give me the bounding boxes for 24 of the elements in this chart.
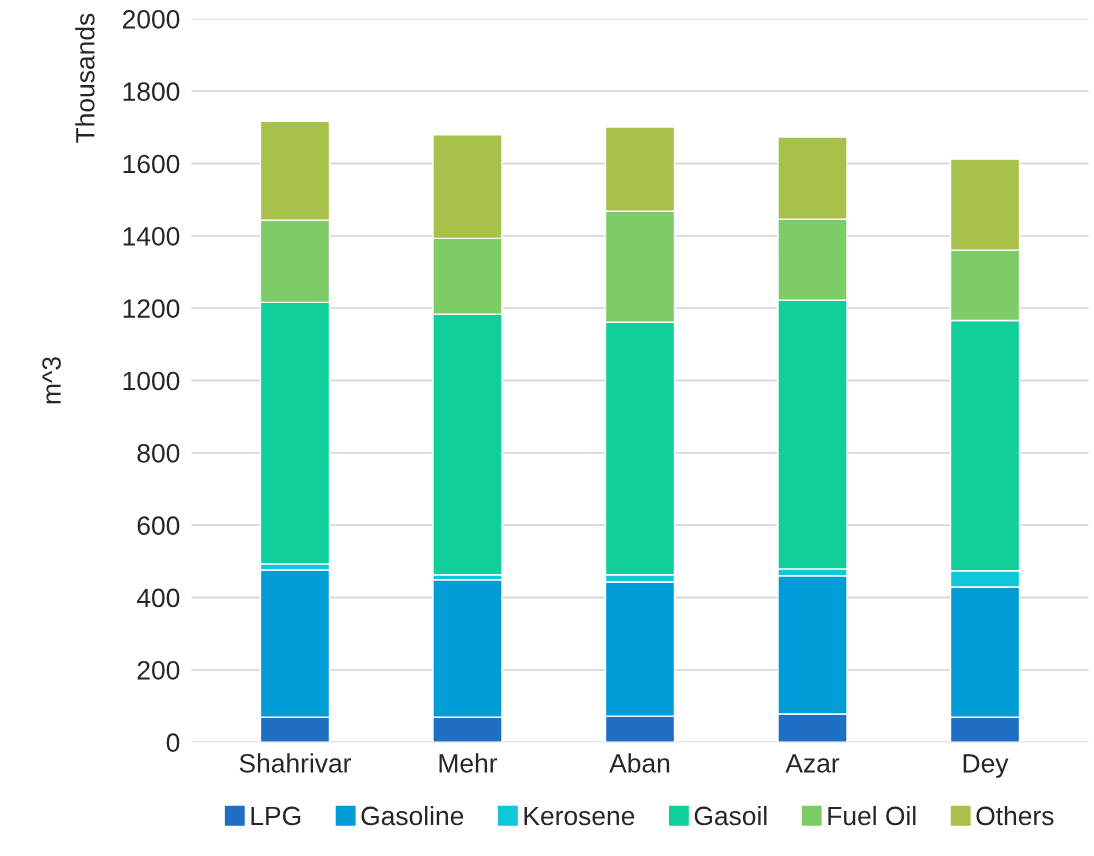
y-tick-label: 200: [137, 660, 180, 680]
x-tick-label: Azar: [785, 754, 840, 773]
y-tick-label: 600: [137, 516, 180, 535]
legend-label: Kerosene: [524, 806, 635, 826]
legend-label: Gasoil: [694, 805, 767, 826]
y-tick-label: 800: [137, 443, 180, 463]
x-tick-label: Shahrivar: [239, 753, 351, 773]
legend-label: Fuel Oil: [828, 805, 916, 826]
y-tick-label: 2000: [122, 9, 180, 29]
legend-label: Others: [976, 805, 1054, 826]
y-tick-label: 1200: [123, 299, 180, 318]
text: Thousands: [75, 13, 95, 143]
y-tick-label: 400: [136, 588, 180, 608]
x-tick-label: Dey: [963, 754, 1009, 778]
y-tick-label: 1000: [123, 371, 180, 391]
y-axis-title: m^3: [42, 357, 61, 404]
legend-label: Gasoline: [361, 805, 464, 826]
x-tick-label: Mehr: [439, 753, 498, 773]
x-tick-label: Aban: [609, 753, 670, 773]
legend-label: LPG: [251, 806, 301, 826]
y-tick-label: 0: [166, 733, 180, 752]
y-tick-label: 1800: [123, 82, 180, 101]
y-tick-label: 1400: [123, 226, 180, 246]
y-tick-label: 1600: [123, 154, 180, 174]
